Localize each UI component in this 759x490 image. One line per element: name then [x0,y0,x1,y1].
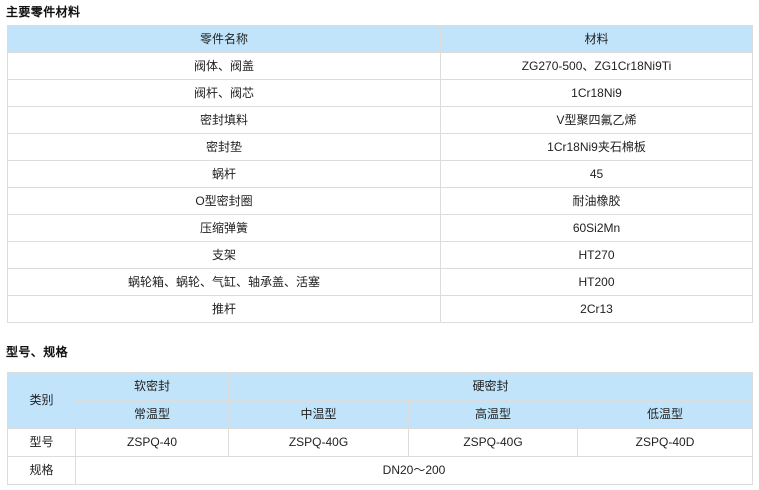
header-subtype-high-temp: 高温型 [408,400,578,429]
cell-spec-value: DN20～200 [74,456,754,485]
cell-part-name: 密封填料 [7,106,441,134]
model-spec-table: 类别 软密封 硬密封 常温型 中温型 高温型 低温型 型号 ZSPQ-40 ZS… [7,372,754,485]
cell-model-high-temp: ZSPQ-40G [408,428,578,457]
cell-material: ZG270-500、ZG1Cr18Ni9Ti [440,52,753,80]
table-header-row: 零件名称 材料 [7,25,753,53]
parts-materials-table: 零件名称 材料 阀体、阀盖 ZG270-500、ZG1Cr18Ni9Ti 阀杆、… [7,25,753,323]
cell-part-name: 蜗杆 [7,160,441,188]
table-header-row-subtypes: 常温型 中温型 高温型 低温型 [8,400,754,429]
cell-part-name: 压缩弹簧 [7,214,441,242]
cell-part-name: 阀杆、阀芯 [7,79,441,107]
model-spec-tbody: 类别 软密封 硬密封 常温型 中温型 高温型 低温型 型号 ZSPQ-40 ZS… [7,372,754,485]
cell-part-name: 蜗轮箱、蜗轮、气缸、轴承盖、活塞 [7,268,441,296]
section-title-parts-materials: 主要零件材料 [6,5,81,19]
cell-material: 45 [440,160,753,188]
cell-part-name: 阀体、阀盖 [7,52,441,80]
header-category: 类别 [7,372,76,429]
table-row: 阀体、阀盖 ZG270-500、ZG1Cr18Ni9Ti [7,52,753,80]
cell-model-low-temp: ZSPQ-40D [576,428,754,457]
header-subtype-low-temp: 低温型 [576,400,754,429]
cell-part-name: 推杆 [7,295,441,323]
table-row: 密封垫 1Cr18Ni9夹石棉板 [7,133,753,161]
parts-materials-tbody: 阀体、阀盖 ZG270-500、ZG1Cr18Ni9Ti 阀杆、阀芯 1Cr18… [7,52,753,323]
cell-material: 1Cr18Ni9夹石棉板 [440,133,753,161]
table-row-spec: 规格 DN20～200 [7,456,754,485]
cell-material: 1Cr18Ni9 [440,79,753,107]
cell-part-name: 支架 [7,241,441,269]
table-header-row-groups: 类别 软密封 硬密封 [7,372,754,429]
table-row: O型密封圈 耐油橡胶 [7,187,753,215]
cell-part-name: 密封垫 [7,133,441,161]
table-row: 蜗轮箱、蜗轮、气缸、轴承盖、活塞 HT200 [7,268,753,296]
table-row: 推杆 2Cr13 [7,295,753,323]
cell-material: HT200 [440,268,753,296]
table-row: 阀杆、阀芯 1Cr18Ni9 [7,79,753,107]
cell-material: 60Si2Mn [440,214,753,242]
header-group-hard-seal: 硬密封 [227,372,754,401]
column-header-material: 材料 [440,25,753,53]
cell-model-medium-temp: ZSPQ-40G [228,428,409,457]
row-label-spec: 规格 [7,456,76,485]
cell-material: 2Cr13 [440,295,753,323]
table-row-model: 型号 ZSPQ-40 ZSPQ-40G ZSPQ-40G ZSPQ-40D [7,428,754,457]
header-group-soft-seal: 软密封 [75,372,229,401]
header-subtype-medium-temp: 中温型 [228,400,409,429]
cell-material: HT270 [440,241,753,269]
row-label-model: 型号 [7,428,76,457]
cell-material: V型聚四氟乙烯 [440,106,753,134]
table-row: 支架 HT270 [7,241,753,269]
table-row: 密封填料 V型聚四氟乙烯 [7,106,753,134]
parts-materials-thead: 零件名称 材料 [7,25,753,53]
cell-material: 耐油橡胶 [440,187,753,215]
section-title-model-spec: 型号、规格 [6,345,69,359]
cell-part-name: O型密封圈 [7,187,441,215]
cell-model-normal-temp: ZSPQ-40 [75,428,229,457]
table-row: 压缩弹簧 60Si2Mn [7,214,753,242]
header-subtype-normal-temp: 常温型 [75,400,229,429]
column-header-part-name: 零件名称 [7,25,441,53]
table-row: 蜗杆 45 [7,160,753,188]
